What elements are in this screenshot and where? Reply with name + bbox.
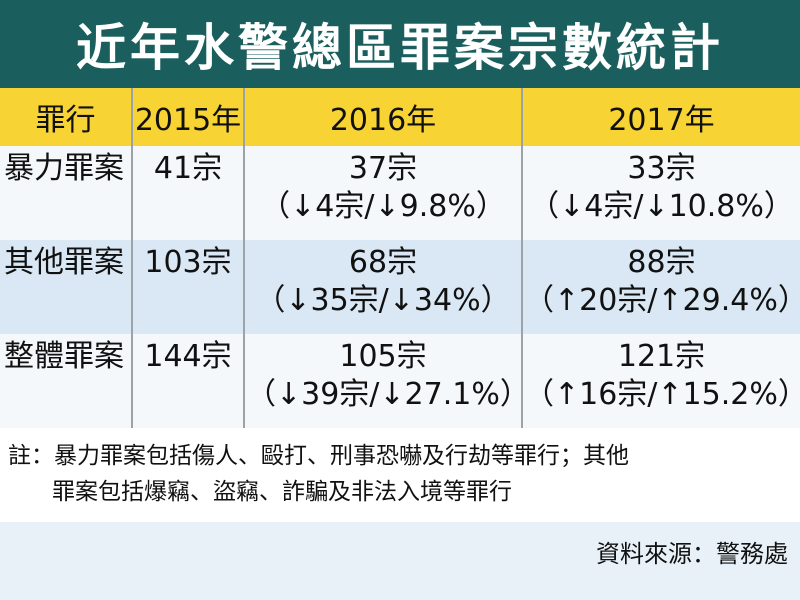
header-2017: 2017年 [521, 88, 800, 146]
header-category: 罪行 [35, 103, 96, 138]
cell-change: （↑16宗/↑15.2%） [524, 377, 800, 412]
header-2015: 2015年 [131, 88, 244, 146]
cell-value: 88宗 [627, 245, 696, 280]
cell-2017: 33宗 （↓4宗/↓10.8%） [521, 146, 800, 240]
source-bar: 資料來源：警務處 [0, 522, 800, 578]
cell-2016: 37宗 （↓4宗/↓9.8%） [243, 146, 522, 240]
row-category: 暴力罪案 [4, 151, 124, 186]
crime-stats-table: 罪行 2015年 2016年 2017年 暴力罪案 41宗 37宗 （↓4宗/↓… [0, 88, 800, 428]
cell-change: （↓4宗/↓9.8%） [260, 189, 506, 224]
cell-2017: 121宗 （↑16宗/↑15.2%） [521, 334, 800, 428]
title-bar: 近年水警總區罪案宗數統計 [0, 0, 800, 88]
footnote-line-1: 註：暴力罪案包括傷人、毆打、刑事恐嚇及行劫等罪行；其他 [8, 443, 629, 469]
cell-change: （↑20宗/↑29.4%） [524, 283, 800, 318]
row-category: 整體罪案 [4, 339, 124, 374]
cell-2015: 144宗 [131, 334, 244, 428]
cell-change: （↓35宗/↓34%） [255, 283, 511, 318]
cell-change: （↓4宗/↓10.8%） [529, 189, 794, 224]
cell-2016: 68宗 （↓35宗/↓34%） [243, 240, 522, 334]
cell-2016: 105宗 （↓39宗/↓27.1%） [243, 334, 530, 428]
cell-2015: 103宗 [131, 240, 244, 334]
chart-title: 近年水警總區罪案宗數統計 [76, 19, 724, 77]
source-credit: 資料來源：警務處 [596, 540, 788, 568]
cell-value: 68宗 [348, 245, 418, 280]
table-row: 整體罪案 144宗 105宗 （↓39宗/↓27.1%） 121宗 （↑16宗/… [0, 334, 800, 428]
table-row: 暴力罪案 41宗 37宗 （↓4宗/↓9.8%） 33宗 （↓4宗/↓10.8%… [0, 146, 800, 240]
cell-value: 105宗 [339, 339, 427, 374]
cell-value: 121宗 [617, 339, 706, 374]
cell-value: 33宗 [627, 151, 696, 186]
cell-2015: 41宗 [131, 146, 244, 240]
table-header-row: 罪行 2015年 2016年 2017年 [0, 88, 800, 146]
header-2016: 2016年 [243, 88, 522, 146]
cell-2017: 88宗 （↑20宗/↑29.4%） [521, 240, 800, 334]
row-category: 其他罪案 [4, 245, 124, 280]
table-row: 其他罪案 103宗 68宗 （↓35宗/↓34%） 88宗 （↑20宗/↑29.… [0, 240, 800, 334]
footnote-line-2: 罪案包括爆竊、盜竊、詐騙及非法入境等罪行 [52, 479, 512, 505]
footnote: 註：暴力罪案包括傷人、毆打、刑事恐嚇及行劫等罪行；其他 罪案包括爆竊、盜竊、詐騙… [0, 428, 800, 522]
cell-change: （↓39宗/↓27.1%） [246, 377, 530, 412]
cell-value: 37宗 [348, 151, 418, 186]
